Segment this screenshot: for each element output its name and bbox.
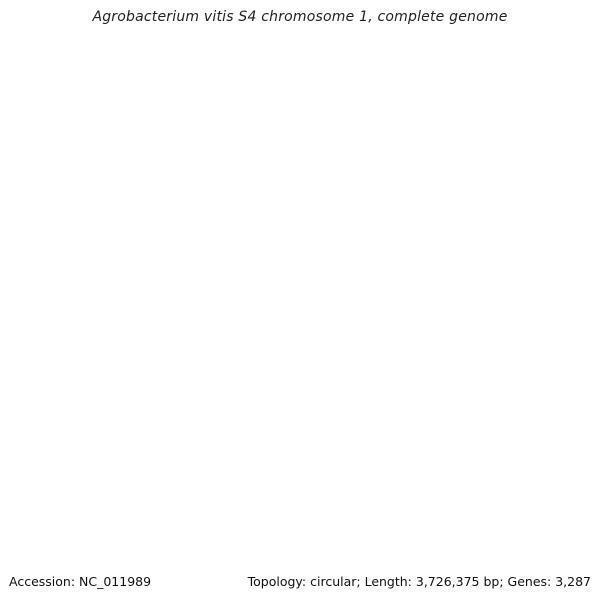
map-title: Agrobacterium vitis S4 chromosome 1, com… <box>92 9 508 25</box>
genome-summary: Topology: circular; Length: 3,726,375 bp… <box>247 574 591 589</box>
accession-text: Accession: NC_011989 <box>9 574 152 589</box>
